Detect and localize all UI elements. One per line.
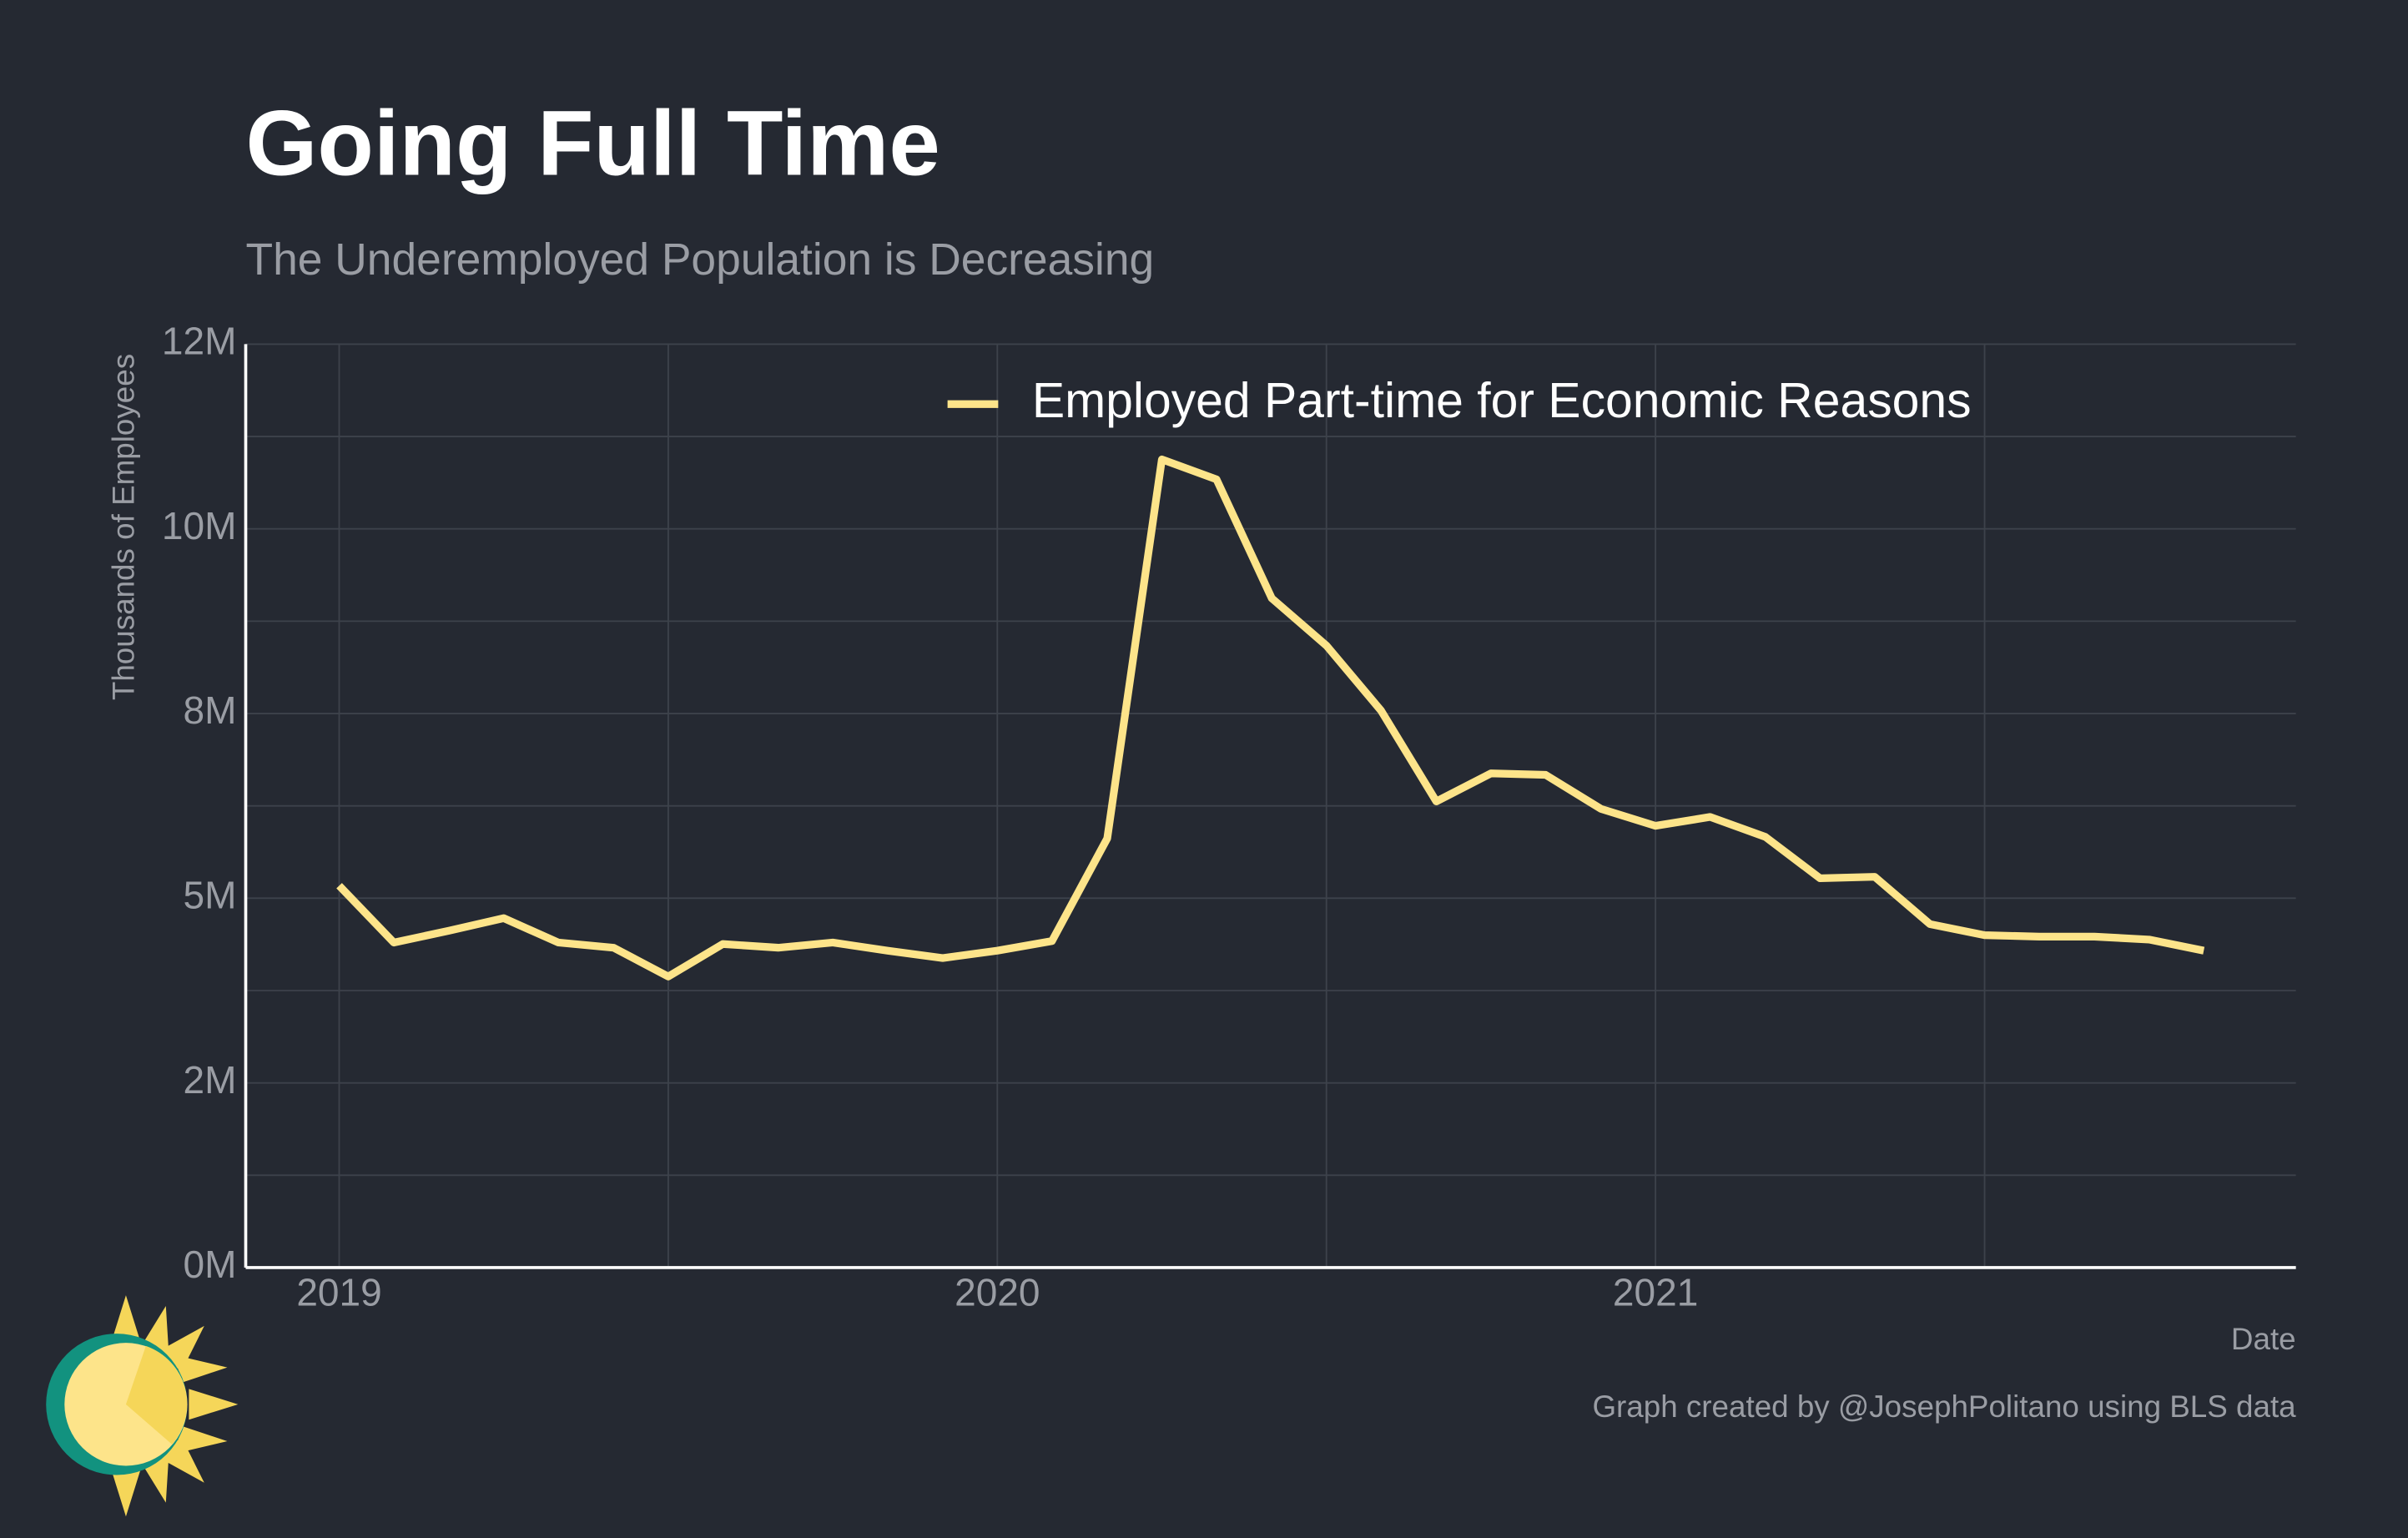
credit: Graph created by @JosephPolitano using B…: [1592, 1389, 2296, 1424]
logo: [46, 1295, 239, 1517]
y-tick-label: 5M: [184, 873, 237, 916]
x-tick-label: 2020: [955, 1270, 1040, 1314]
data-line: [336, 455, 2205, 981]
x-axis-label: Date: [2231, 1322, 2296, 1356]
x-tick-label: 2019: [296, 1270, 381, 1314]
y-tick-label: 0M: [184, 1243, 237, 1286]
y-tick-label: 12M: [162, 320, 237, 363]
y-tick-label: 2M: [184, 1058, 237, 1102]
legend-label: Employed Part-time for Economic Reasons: [1032, 374, 1972, 428]
y-axis-label: Thousands of Employees: [107, 354, 141, 700]
x-tick-label: 2021: [1613, 1270, 1698, 1314]
chart-subtitle: The Underemployed Population is Decreasi…: [245, 235, 1154, 285]
y-tick-label: 8M: [184, 688, 237, 732]
chart-title: Going Full Time: [245, 93, 940, 195]
y-tick-label: 10M: [162, 504, 237, 547]
